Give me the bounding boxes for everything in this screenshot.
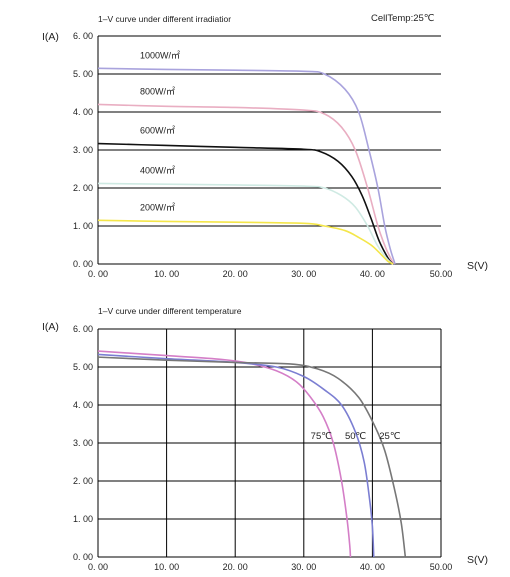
- chart2-ylabel: I(A): [42, 321, 59, 333]
- chart-irradiance: 1–V curve under different irradiatior Ce…: [42, 13, 488, 279]
- c2-ytick-0: 0. 00: [73, 552, 93, 562]
- c1-ytick-6: 6. 00: [73, 31, 93, 41]
- c1-series-label-1: 800W/㎡: [140, 86, 175, 96]
- c2-series-label-1: 50℃: [345, 431, 367, 442]
- c2-series-label-0: 75℃: [311, 431, 333, 442]
- c2-xtick-0: 0. 00: [88, 562, 108, 572]
- c2-xtick-2: 20. 00: [223, 562, 248, 572]
- c2-ytick-4: 4. 00: [73, 400, 93, 410]
- chart2-series: [97, 350, 407, 558]
- c1-series-label-2: 600W/㎡: [140, 126, 175, 136]
- c2-ytick-1: 1. 00: [73, 514, 93, 524]
- c1-xtick-0: 0. 00: [88, 269, 108, 279]
- c2-xtick-3: 30. 00: [291, 562, 316, 572]
- c1-series-line-1: [97, 103, 395, 265]
- c2-series-line-2: [97, 356, 407, 558]
- c1-series-label-4: 200W/㎡: [140, 202, 175, 212]
- chart2-xlabel: S(V): [467, 554, 488, 566]
- chart2-grid: [97, 328, 442, 558]
- c1-series-line-3: [97, 182, 394, 265]
- c2-xtick-5: 50.00: [430, 562, 453, 572]
- chart1-grid: [97, 35, 441, 265]
- c2-ytick-6: 6. 00: [73, 324, 93, 334]
- chart1-ticks: 0. 00 1. 00 2. 00 3. 00 4. 00 5. 00 6. 00 0. 00…: [73, 31, 452, 279]
- chart2-series-labels: 75℃ 50℃ 25℃: [311, 431, 401, 442]
- c1-xtick-4: 40. 00: [360, 269, 385, 279]
- c1-xtick-5: 50.00: [430, 269, 453, 279]
- c1-xtick-2: 20. 00: [223, 269, 248, 279]
- c2-ytick-2: 2. 00: [73, 476, 93, 486]
- c1-ytick-3: 3. 00: [73, 145, 93, 155]
- c1-xtick-1: 10. 00: [154, 269, 179, 279]
- c1-ytick-2: 2. 00: [73, 183, 93, 193]
- c2-series-label-2: 25℃: [379, 431, 401, 442]
- chart1-ylabel: I(A): [42, 31, 59, 43]
- chart1-series-labels: 1000W/㎡ 800W/㎡ 600W/㎡ 400W/㎡ 200W/㎡: [140, 50, 180, 212]
- c2-series-line-0: [97, 350, 352, 558]
- c2-series-line-1: [97, 353, 375, 558]
- c1-ytick-5: 5. 00: [73, 69, 93, 79]
- c2-ytick-3: 3. 00: [73, 438, 93, 448]
- c2-xtick-4: 40. 00: [360, 562, 385, 572]
- c1-series-label-0: 1000W/㎡: [140, 50, 180, 60]
- c2-xtick-1: 10. 00: [154, 562, 179, 572]
- c1-ytick-1: 1. 00: [73, 221, 93, 231]
- c1-series-line-0: [97, 67, 396, 265]
- chart1-xlabel: S(V): [467, 260, 488, 272]
- chart1-title: 1–V curve under different irradiatior: [98, 14, 231, 24]
- c1-xtick-3: 30. 00: [291, 269, 316, 279]
- chart1-annotation: CellTemp:25℃: [371, 13, 435, 24]
- c1-ytick-4: 4. 00: [73, 107, 93, 117]
- chart-temperature: 1–V curve under different temperature I(…: [42, 306, 488, 572]
- c1-series-line-4: [97, 219, 394, 265]
- chart2-ticks: 0. 00 1. 00 2. 00 3. 00 4. 00 5. 00 6. 00 0. 00…: [73, 324, 452, 572]
- chart2-title: 1–V curve under different temperature: [98, 306, 242, 316]
- c2-ytick-5: 5. 00: [73, 362, 93, 372]
- c1-series-line-2: [97, 142, 394, 265]
- c1-series-label-3: 400W/㎡: [140, 165, 175, 175]
- c1-ytick-0: 0. 00: [73, 259, 93, 269]
- chart1-series: [97, 67, 396, 265]
